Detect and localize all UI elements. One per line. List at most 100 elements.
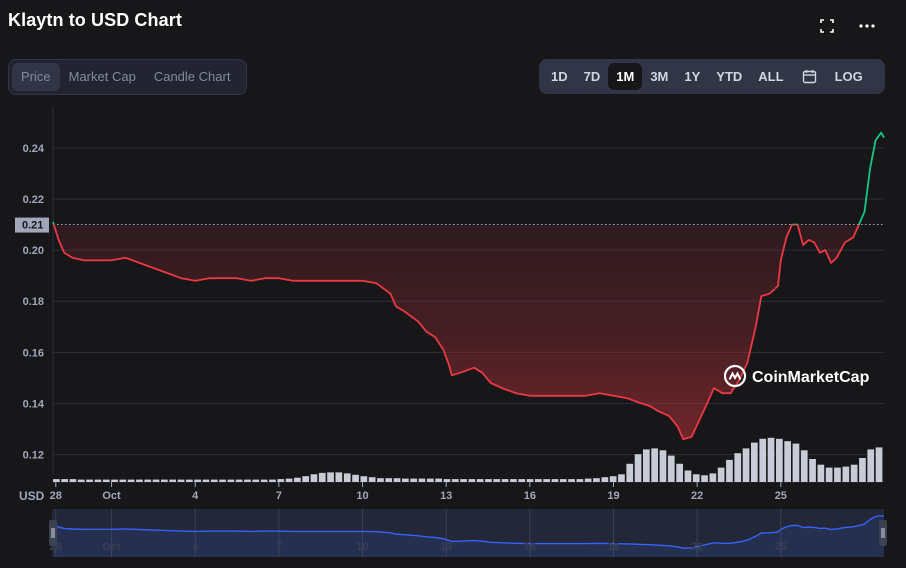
volume-bar (393, 478, 401, 482)
x-axis-labels: 28 Oct 4 7 10 13 16 19 22 25 (50, 482, 787, 502)
navigator-tick-label: 13 (440, 541, 452, 553)
header-actions (818, 17, 876, 35)
volume-bar (535, 479, 542, 482)
reference-label: 0.21 (22, 220, 43, 232)
watermark-text: CoinMarketCap (752, 369, 870, 386)
volume-bar (875, 447, 883, 482)
volume-bar (368, 477, 376, 482)
navigator-labels: 28 Oct 4 7 10 13 16 19 22 25 (50, 541, 787, 553)
volume-bar (460, 479, 467, 482)
range-3m[interactable]: 3M (650, 69, 669, 84)
volume-bar (543, 479, 550, 482)
volume-bar (202, 479, 210, 482)
volume-bar (643, 449, 650, 482)
y-tick-label: 0.20 (23, 245, 44, 257)
navigator-tick-label: 16 (524, 541, 536, 553)
range-all[interactable]: ALL (758, 69, 784, 84)
x-tick-label: 4 (192, 490, 199, 502)
volume-bar (709, 473, 717, 482)
navigator-tick-label: 4 (192, 541, 199, 553)
volume-bar (235, 479, 243, 482)
volume-bar (717, 467, 725, 482)
y-tick-label: 0.16 (23, 347, 44, 359)
volume-bar (285, 478, 293, 482)
range-navigator[interactable]: 28 Oct 4 7 10 13 16 19 22 25 (49, 509, 887, 557)
volume-bar (111, 479, 118, 482)
volume-bar (634, 454, 642, 482)
x-tick-label: 19 (607, 490, 619, 502)
calendar-icon[interactable] (792, 63, 827, 90)
volume-bar (526, 479, 534, 482)
volume-bar (784, 441, 791, 482)
range-1d[interactable]: 1D (551, 69, 568, 84)
log-scale-toggle[interactable]: LOG (834, 69, 863, 84)
volume-bar (476, 479, 484, 482)
reference-tag: 0.21 (15, 217, 49, 233)
range-1y[interactable]: 1Y (684, 69, 701, 84)
x-tick-label: 13 (440, 490, 452, 502)
navigator-handle-left[interactable] (49, 520, 57, 546)
volume-bar (501, 479, 509, 482)
y-tick-label: 0.24 (23, 143, 45, 155)
tab-candle-chart[interactable]: Candle Chart (153, 69, 231, 84)
volume-bar (776, 438, 783, 482)
volume-bar (61, 479, 68, 482)
price-area-fill (53, 224, 884, 440)
volume-bar (352, 474, 359, 482)
volume-bar (742, 448, 750, 482)
volume-bar (701, 475, 708, 482)
volume-bar (850, 464, 858, 482)
x-tick-label: 28 (50, 490, 62, 502)
volume-bar (161, 479, 168, 482)
range-7d[interactable]: 7D (583, 69, 601, 84)
price-chart[interactable]: 0.12 0.14 0.16 0.18 0.20 0.22 0.24 0.21 CoinMa… (0, 100, 906, 568)
time-range-selector: 1D 7D 1M 3M 1Y YTD ALL LOG (539, 59, 885, 94)
y-axis-labels: 0.12 0.14 0.16 0.18 0.20 0.22 0.24 (23, 143, 45, 462)
volume-bar (302, 476, 309, 482)
more-dots-icon[interactable] (858, 17, 876, 35)
page-title: Klaytn to USD Chart (8, 10, 182, 30)
volume-bar (759, 438, 767, 482)
volume-bar (410, 478, 417, 482)
navigator-tick-label: 19 (607, 541, 619, 553)
volume-bar (335, 472, 343, 482)
coinmarketcap-watermark: CoinMarketCap (723, 364, 870, 388)
volume-bar (294, 477, 301, 482)
volume-bar (559, 479, 567, 482)
volume-bar (318, 472, 326, 482)
volume-bar (94, 479, 102, 482)
tab-market-cap[interactable]: Market Cap (68, 69, 136, 84)
currency-label: USD (19, 489, 45, 503)
volume-bar (86, 479, 93, 482)
volume-bar (77, 479, 85, 482)
volume-bar (69, 479, 77, 482)
volume-bar (177, 479, 185, 482)
x-tick-label: 22 (691, 490, 703, 502)
volume-bar (809, 459, 816, 482)
volume-bar (152, 479, 160, 482)
chart-type-tabs: Price Market Cap Candle Chart (8, 59, 247, 95)
x-tick-label: 16 (524, 490, 536, 502)
volume-bar (651, 448, 658, 482)
volume-bar (327, 472, 334, 482)
volume-bar (485, 479, 492, 482)
range-ytd[interactable]: YTD (716, 69, 743, 84)
range-1m[interactable]: 1M (608, 63, 643, 90)
volume-bar (227, 479, 235, 482)
tab-price[interactable]: Price (12, 63, 60, 91)
navigator-area (53, 515, 884, 557)
fullscreen-icon[interactable] (818, 17, 836, 35)
volume-bar (518, 479, 526, 482)
y-tick-label: 0.18 (23, 296, 44, 308)
volume-bar (825, 467, 833, 482)
volume-bar (626, 463, 634, 482)
coinmarketcap-logo-icon (723, 364, 747, 388)
volume-bar (734, 453, 742, 482)
volume-bar (127, 479, 135, 482)
volume-bars (53, 437, 883, 482)
x-tick-label: Oct (102, 490, 121, 502)
navigator-handle-right[interactable] (879, 520, 887, 546)
volume-bar (343, 473, 351, 482)
volume-bar (692, 474, 700, 482)
volume-bar (726, 459, 733, 482)
